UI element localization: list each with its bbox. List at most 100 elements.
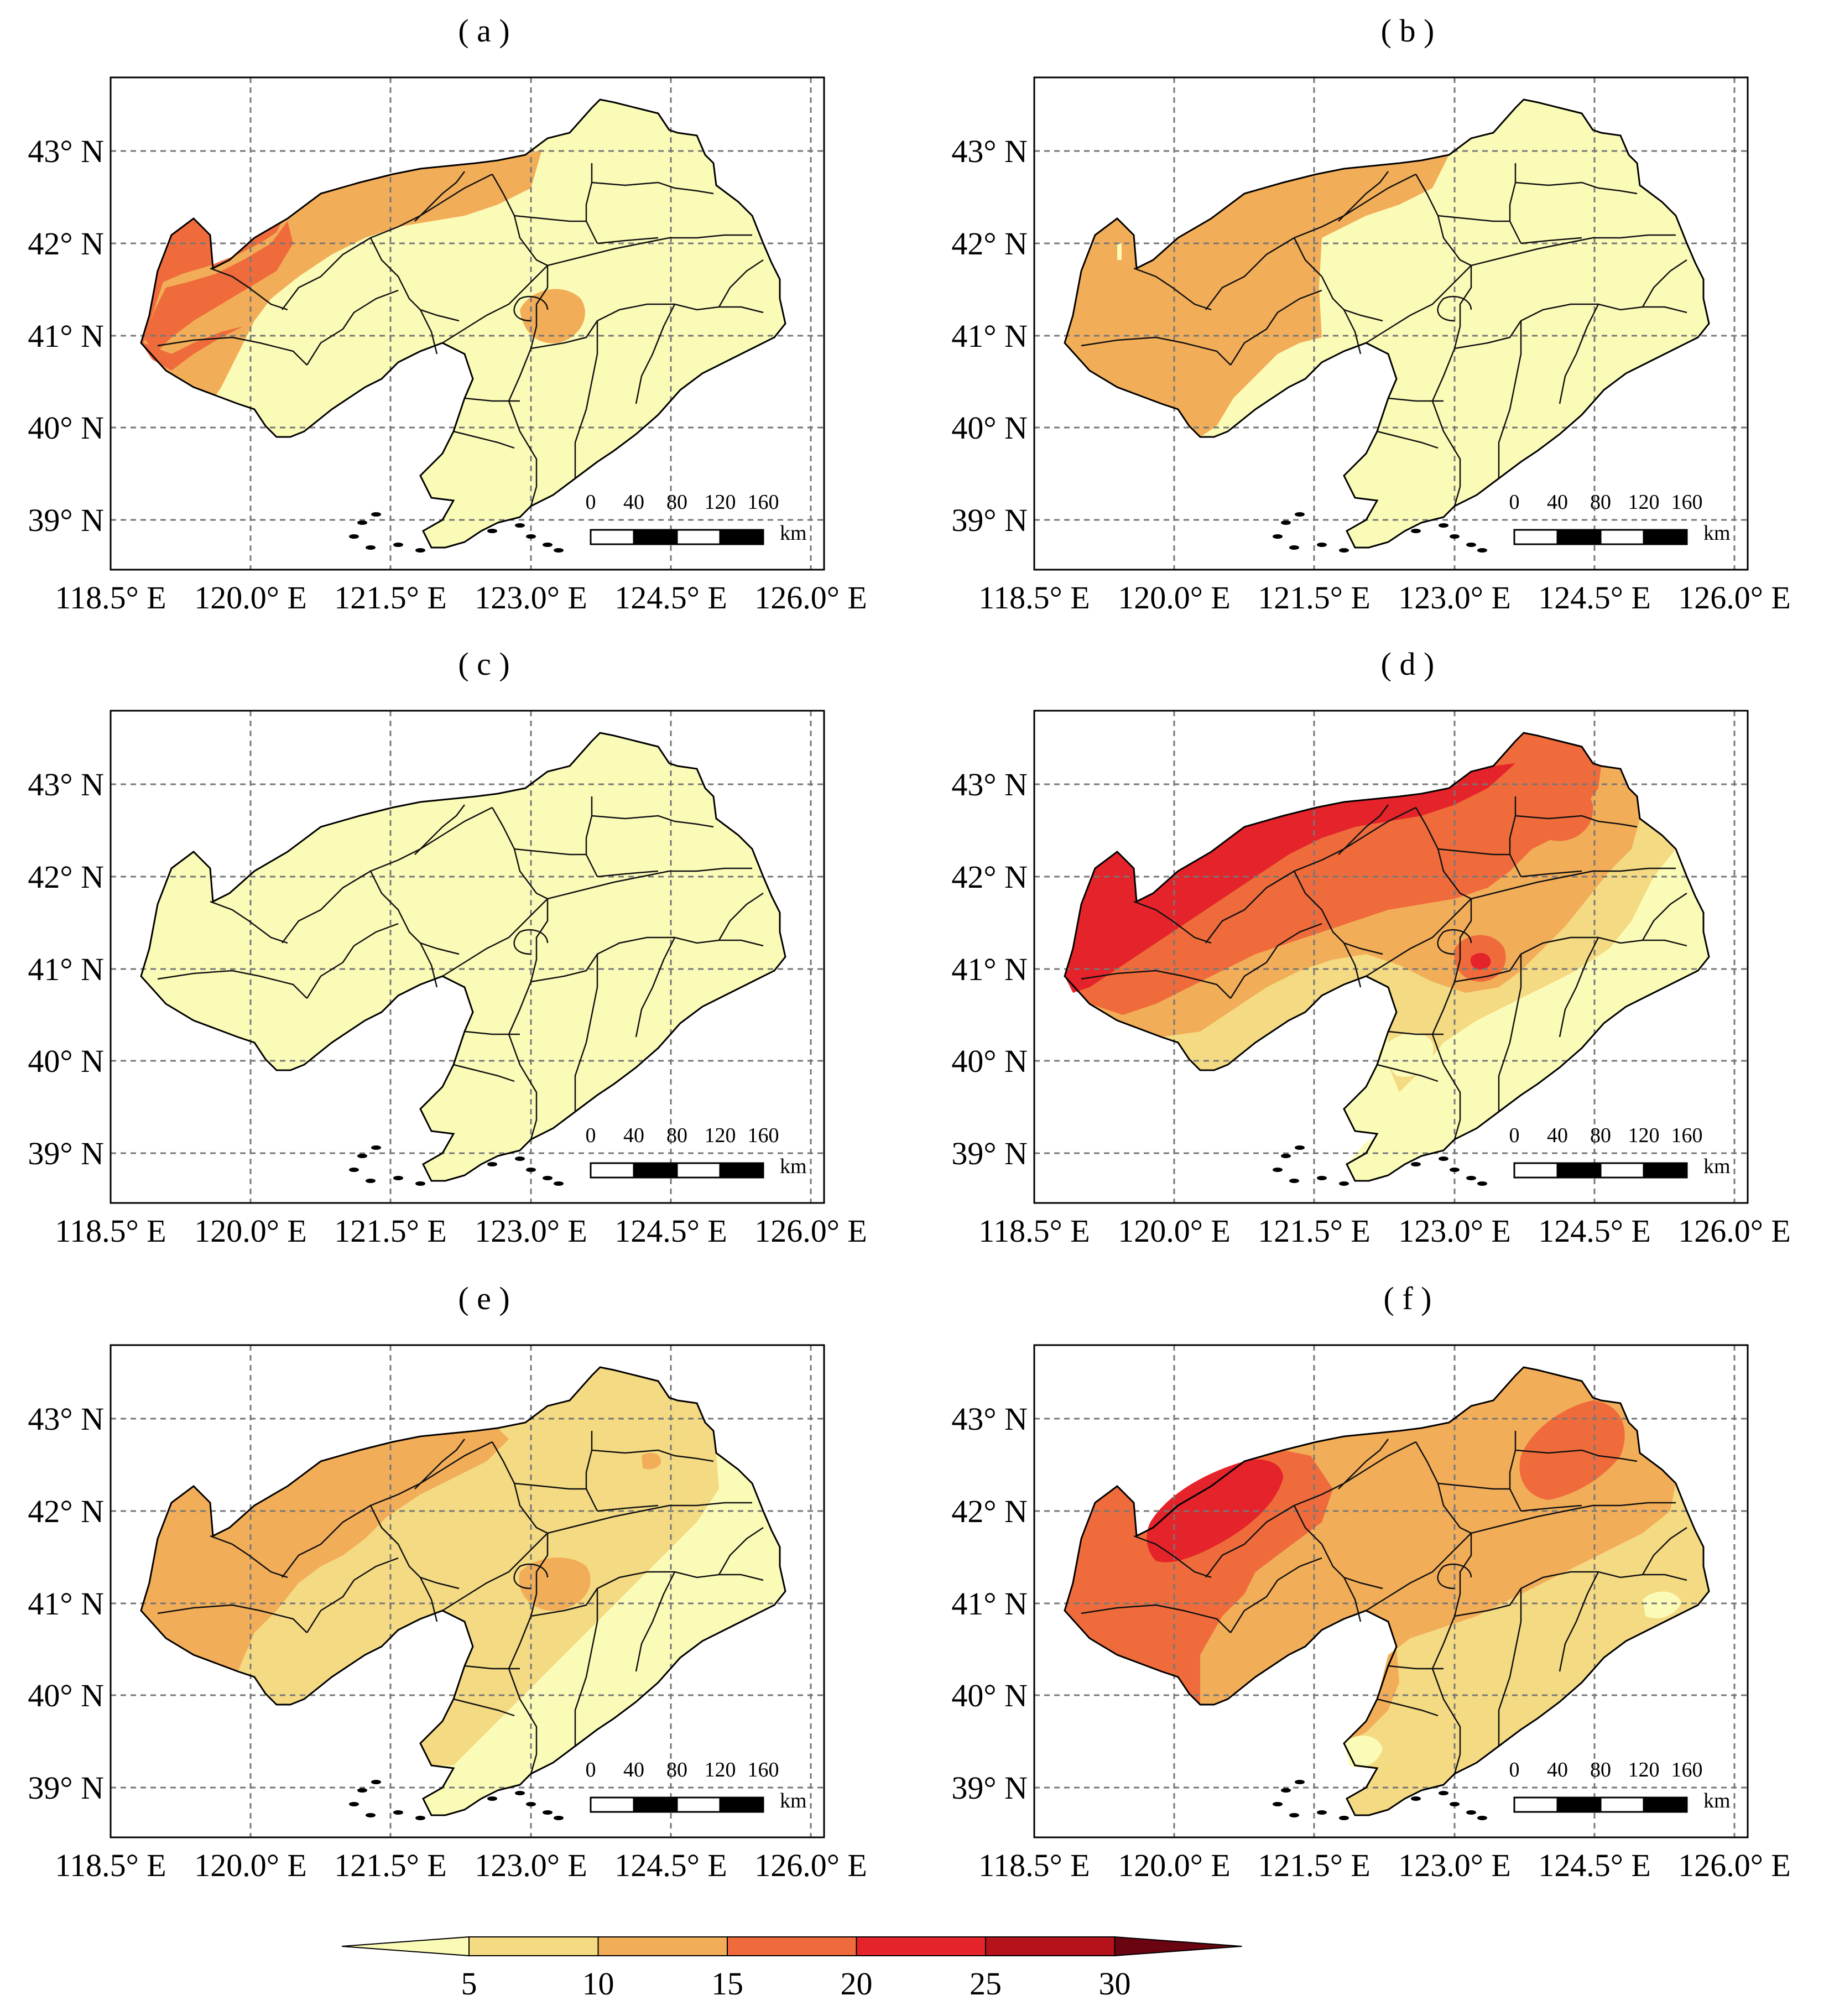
- scale-tick-label: 160: [748, 491, 779, 514]
- latitude-label: 40° N: [951, 1678, 1028, 1713]
- scale-unit: km: [780, 1789, 807, 1812]
- longitude-label: 120.0° E: [194, 1213, 307, 1249]
- scale-unit: km: [780, 522, 807, 545]
- contour-fill: [1643, 1591, 1681, 1618]
- colorbar-segment: [856, 1936, 986, 1956]
- scale-tick-label: 160: [1671, 1124, 1703, 1147]
- gridlines: [111, 77, 824, 570]
- latitude-label: 42° N: [951, 1493, 1028, 1529]
- contour-fill: [1344, 1736, 1383, 1768]
- scale-tick-label: 120: [705, 1758, 736, 1781]
- latitude-label: 39° N: [28, 1770, 104, 1806]
- colorbar-tick-label: 20: [841, 1966, 873, 2002]
- contour-fill: [141, 218, 288, 371]
- scale-tick-label: 40: [623, 1124, 644, 1147]
- scale-tick-label: 0: [586, 1758, 596, 1781]
- longitude-label: 120.0° E: [1118, 1847, 1231, 1883]
- contour-fill: [141, 1428, 509, 1671]
- longitude-label: 124.5° E: [1538, 580, 1651, 616]
- islands: [349, 1145, 564, 1186]
- map-panel: ( e ) 43° N 42° N 41° N 40° N 39° N 118.5° E 12…: [28, 1280, 867, 1883]
- contour-fill: [642, 1452, 661, 1470]
- contour-fill: [1615, 921, 1709, 1007]
- longitude-label: 121.5° E: [1258, 1213, 1371, 1249]
- longitude-label: 126.0° E: [1678, 580, 1791, 616]
- map-frame: [110, 76, 825, 571]
- map-panel: ( a ) 43° N 42° N 41° N 40° N 39° N 118.5° E 12…: [28, 13, 867, 616]
- scale-tick-label: 80: [666, 491, 687, 514]
- latitude-label: 43° N: [951, 133, 1028, 169]
- map-frame: [110, 710, 825, 1204]
- panel-title: ( e ): [458, 1280, 509, 1316]
- coastline: [1064, 1366, 1710, 1816]
- longitude-label: 121.5° E: [334, 1847, 447, 1883]
- latitude-label: 39° N: [951, 1770, 1028, 1806]
- scale-tick-label: 0: [1509, 1758, 1520, 1781]
- latitude-label: 43° N: [28, 133, 104, 169]
- latitude-label: 40° N: [28, 410, 104, 446]
- islands: [349, 1780, 564, 1820]
- contour-fill: [1377, 1033, 1434, 1077]
- scale-tick-label: 80: [666, 1124, 687, 1147]
- scale-tick-label: 80: [1590, 1124, 1611, 1147]
- scale-tick-label: 0: [1509, 491, 1520, 514]
- scale-tick-label: 120: [1628, 491, 1660, 514]
- county-boundaries: [157, 163, 764, 507]
- colorbar-tick-label: 10: [582, 1966, 614, 2002]
- scale-tick-label: 160: [1671, 491, 1703, 514]
- longitude-label: 126.0° E: [1678, 1213, 1791, 1249]
- longitude-label: 118.5° E: [978, 1847, 1090, 1883]
- map-panel: ( f ) 43° N 42° N 41° N 40° N 39° N 118.5° E 12…: [951, 1280, 1790, 1883]
- longitude-label: 124.5° E: [614, 580, 727, 616]
- contour-fill: [144, 221, 293, 354]
- map-frame: [1033, 76, 1749, 571]
- scale-tick-label: 120: [705, 491, 736, 514]
- colorbar-segment: [597, 1936, 728, 1956]
- coastline: [140, 98, 786, 549]
- gridlines: [111, 1345, 824, 1837]
- scale-unit: km: [1703, 1789, 1731, 1812]
- longitude-label: 123.0° E: [475, 580, 587, 616]
- panels-layer: ( a ) 43° N 42° N 41° N 40° N 39° N 118.5° E 12…: [28, 13, 1790, 1883]
- map-frame: [110, 1344, 825, 1838]
- longitude-label: 123.0° E: [1398, 1847, 1511, 1883]
- longitude-label: 123.0° E: [1398, 580, 1511, 616]
- latitude-label: 41° N: [951, 951, 1028, 987]
- colorbar-segment: [985, 1936, 1116, 1956]
- scale-tick-label: 40: [623, 491, 644, 514]
- colorbar-segment: [727, 1936, 857, 1956]
- longitude-label: 126.0° E: [754, 1213, 867, 1249]
- latitude-label: 39° N: [951, 502, 1028, 538]
- map-panel: ( c ) 43° N 42° N 41° N 40° N 39° N 118.5° E 12…: [28, 646, 867, 1249]
- map-frame: [1033, 710, 1749, 1204]
- latitude-label: 41° N: [28, 318, 104, 354]
- scale-tick-label: 0: [1509, 1124, 1520, 1147]
- scale-tick-label: 0: [586, 491, 596, 514]
- coastline: [140, 732, 786, 1182]
- colorbar-tick-label: 5: [461, 1966, 477, 2002]
- latitude-label: 39° N: [28, 1135, 104, 1171]
- gridlines: [111, 711, 824, 1203]
- scale-tick-label: 80: [1590, 1758, 1611, 1781]
- longitude-label: 124.5° E: [614, 1213, 727, 1249]
- scale-tick-label: 160: [748, 1758, 779, 1781]
- longitude-label: 123.0° E: [475, 1847, 587, 1883]
- latitude-label: 43° N: [28, 767, 104, 803]
- longitude-label: 120.0° E: [194, 580, 307, 616]
- gridlines: [1034, 1345, 1748, 1837]
- longitude-label: 120.0° E: [194, 1847, 307, 1883]
- longitude-label: 121.5° E: [334, 1213, 447, 1249]
- latitude-label: 40° N: [951, 1043, 1028, 1079]
- gridlines: [1034, 77, 1748, 570]
- contour-fill: [1065, 1450, 1333, 1705]
- map-frame: [1033, 1344, 1749, 1838]
- longitude-label: 118.5° E: [55, 1847, 166, 1883]
- contour-fill: [1065, 155, 1449, 437]
- scale-tick-label: 80: [666, 1758, 687, 1781]
- latitude-label: 40° N: [28, 1678, 104, 1713]
